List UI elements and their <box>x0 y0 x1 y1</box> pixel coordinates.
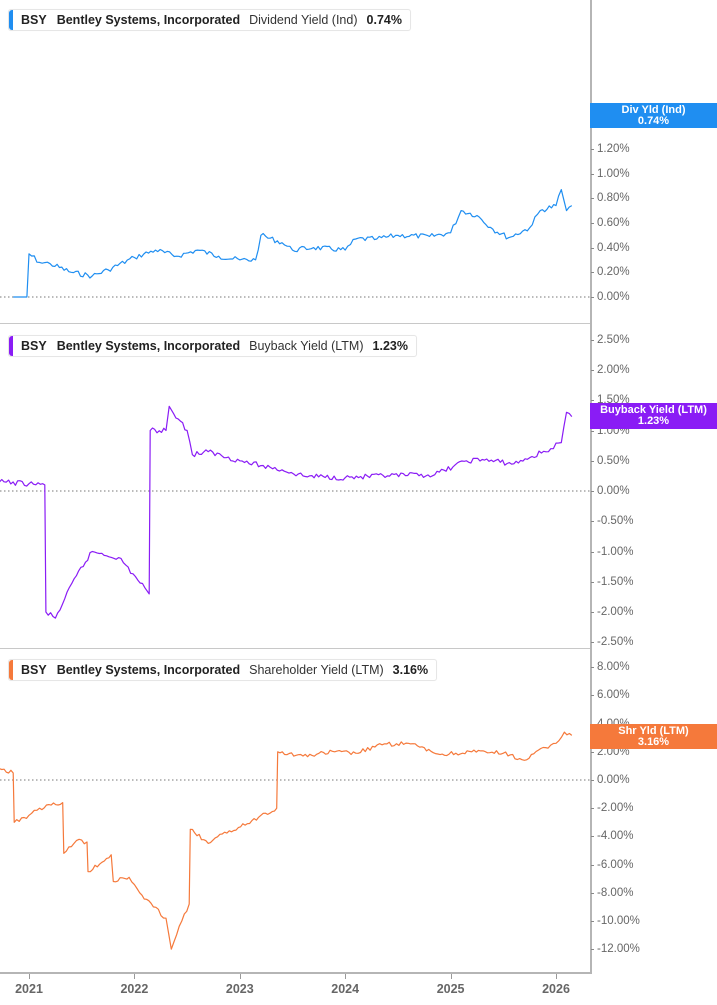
legend-ticker: BSY <box>21 339 47 353</box>
y-tick-label: 0.00% <box>591 774 630 786</box>
y-tick-label: 2.50% <box>591 333 630 346</box>
y-tick-label: 0.60% <box>591 216 630 229</box>
y-tick-label: 0.50% <box>591 454 630 467</box>
x-tick-mark <box>134 974 136 979</box>
legend-company: Bentley Systems, Incorporated <box>56 13 241 27</box>
y-tick-label: -12.00% <box>591 943 640 956</box>
x-tick-label: 2024 <box>331 982 360 996</box>
legend-color-bar <box>9 660 13 680</box>
legend-shareholder-yield[interactable]: BSY Bentley Systems, Incorporated Shareh… <box>8 659 438 681</box>
legend-color-bar <box>9 336 13 356</box>
dividend-yield-line-chart <box>0 189 590 298</box>
value-tag-dividend: Div Yld (Ind) 0.74% <box>590 103 717 128</box>
y-tick-label: -2.00% <box>590 802 634 815</box>
tag-value: 0.74% <box>637 115 670 127</box>
legend-company: Bentley Systems, Incorporated <box>56 339 241 353</box>
legend-value: 3.16% <box>392 663 429 677</box>
y-tick-label: 1.00% <box>591 167 630 180</box>
x-tick-mark <box>556 974 557 979</box>
x-tick-label: 2026 <box>542 982 570 996</box>
y-tick-label: -8.00% <box>590 886 634 899</box>
tag-label: Div Yld (Ind) <box>621 104 686 116</box>
legend-metric: Buyback Yield (LTM) <box>249 339 364 353</box>
y-tick-label: 0.20% <box>591 266 630 279</box>
panel-separator <box>0 323 590 324</box>
legend-color-bar <box>9 10 13 30</box>
x-axis-line <box>0 972 592 974</box>
y-tick-label: 6.00% <box>591 689 630 702</box>
legend-value: 1.23% <box>372 339 408 353</box>
y-tick-label: -1.00% <box>590 545 634 558</box>
x-tick-mark <box>345 974 347 979</box>
y-tick-label: -1.50% <box>590 575 634 588</box>
y-tick-label: 0.40% <box>591 241 630 254</box>
y-tick-label: 8.00% <box>591 661 630 674</box>
buyback-yield-line-chart <box>0 405 590 619</box>
legend-metric: Shareholder Yield (LTM) <box>249 663 384 677</box>
y-tick-label: -6.00% <box>590 858 634 871</box>
y-tick-label: 1.20% <box>591 142 630 155</box>
y-tick-label: -10.00% <box>591 915 640 927</box>
legend-metric: Dividend Yield (Ind) <box>249 13 358 27</box>
y-tick-label: -2.00% <box>590 606 634 618</box>
x-tick-label: 2025 <box>436 982 465 996</box>
legend-ticker: BSY <box>21 13 47 27</box>
x-tick-mark <box>239 974 241 979</box>
x-tick-label: 2022 <box>120 982 149 996</box>
y-tick-label: 0.00% <box>591 291 630 303</box>
y-tick-label: -0.50% <box>590 515 634 528</box>
tag-label: Buyback Yield (LTM) <box>600 404 707 416</box>
y-tick-label: 0.80% <box>591 192 630 205</box>
legend-ticker: BSY <box>21 663 47 677</box>
legend-value: 0.74% <box>366 13 402 27</box>
x-tick-mark <box>29 974 30 979</box>
legend-buyback-yield[interactable]: BSY Bentley Systems, Incorporated Buybac… <box>8 335 417 357</box>
value-tag-shareholder: Shr Yld (LTM) 3.16% <box>590 724 717 749</box>
legend-dividend-yield[interactable]: BSY Bentley Systems, Incorporated Divide… <box>8 9 411 31</box>
plot-area-border <box>590 0 592 974</box>
x-tick-label: 2021 <box>15 982 43 996</box>
value-tag-buyback: Buyback Yield (LTM) 1.23% <box>590 403 717 429</box>
y-tick-label: -4.00% <box>590 830 634 843</box>
tag-value: 1.23% <box>637 415 670 427</box>
x-tick-label: 2023 <box>225 982 254 996</box>
series-line <box>0 731 573 950</box>
y-tick-label: -2.50% <box>590 636 634 649</box>
y-tick-label: 0.00% <box>591 485 630 497</box>
legend-company: Bentley Systems, Incorporated <box>56 663 241 677</box>
tag-label: Shr Yld (LTM) <box>618 725 689 737</box>
series-line <box>13 189 573 298</box>
shareholder-yield-line-chart <box>0 731 590 950</box>
x-tick-mark <box>450 974 452 979</box>
panel-separator <box>0 648 590 649</box>
tag-value: 3.16% <box>637 736 670 748</box>
y-tick-label: 2.00% <box>591 364 630 376</box>
series-line <box>0 405 573 619</box>
